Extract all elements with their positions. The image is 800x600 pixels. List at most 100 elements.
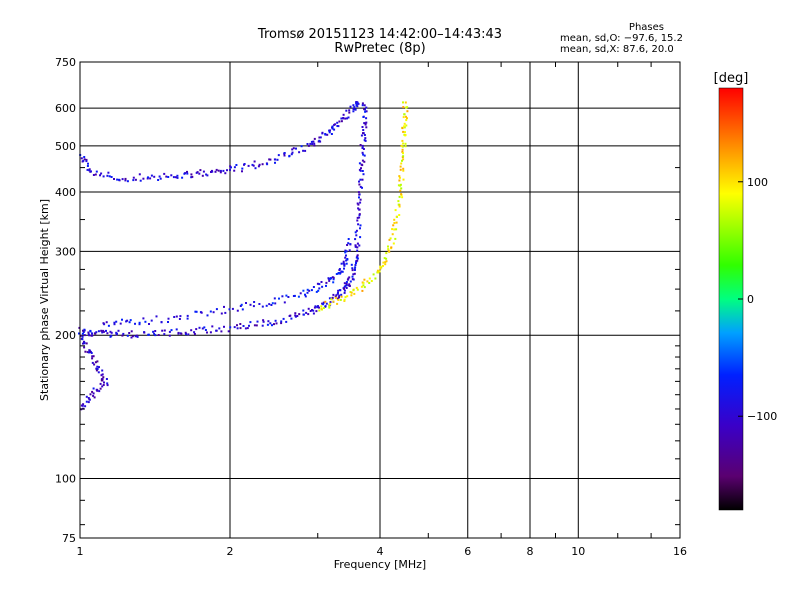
data-point [90,170,92,173]
stat-o-mode: mean, sd,O: −97.6, 15.2 [560,33,683,44]
data-point [305,311,308,314]
data-point [359,144,362,146]
data-point [313,144,316,147]
data-point [362,116,365,118]
data-point [271,302,274,305]
data-point [252,305,255,308]
data-point [287,296,290,298]
data-point [352,289,355,292]
data-point [333,128,336,131]
data-point [398,205,401,208]
data-point [190,329,193,332]
data-point [138,323,141,326]
data-point [358,208,361,211]
y-tick-label: 100 [55,473,76,486]
x-tick-label: 2 [227,545,234,558]
data-point [273,158,276,161]
data-point [382,261,385,264]
data-point [298,151,301,154]
data-point [105,321,108,324]
data-point [330,298,333,301]
data-point [318,136,321,139]
data-point [184,331,187,334]
data-point [359,178,362,181]
data-point [353,268,356,271]
data-point [329,129,331,132]
data-point [274,319,277,322]
data-point [334,296,337,299]
data-point [332,276,335,279]
data-point [167,321,169,323]
data-point [134,322,136,325]
data-point [360,134,363,137]
data-point [163,172,166,175]
data-point [355,101,358,103]
data-point [256,320,259,323]
data-point [220,330,223,333]
data-point [328,306,331,309]
data-point [126,319,129,322]
data-point [235,164,238,166]
data-point [393,218,396,221]
data-point [404,101,407,104]
data-point [283,152,286,154]
data-point [349,280,352,283]
data-point [354,266,357,269]
data-point [103,381,105,384]
data-point [352,273,355,276]
data-point [365,126,368,129]
data-point [348,283,351,286]
data-point [167,176,170,178]
data-point [262,320,265,323]
data-point [362,132,364,135]
data-point [302,313,305,316]
data-point [324,300,327,303]
data-point [110,334,113,337]
data-point [348,276,351,279]
data-point [241,167,244,170]
data-point [329,303,331,306]
data-point [399,189,402,192]
data-point [387,248,390,251]
data-point [355,256,358,259]
data-point [274,302,277,305]
data-point [307,307,310,310]
y-axis-label: Stationary phase Virtual Height [km] [38,199,51,401]
data-point [332,278,335,281]
data-point [356,249,359,252]
data-point [356,216,359,219]
data-point [356,259,359,262]
data-point [402,155,405,158]
data-point [85,400,88,403]
data-point [100,374,103,377]
data-point [92,174,95,176]
data-point [342,113,345,116]
data-point [289,314,292,317]
data-point [87,333,90,336]
data-point [253,160,256,163]
data-point [242,325,245,327]
data-point [82,342,84,345]
data-point [404,134,407,137]
data-point [86,351,89,354]
data-point [402,158,405,161]
data-point [302,149,305,152]
data-point [313,137,316,140]
data-point [336,302,339,305]
data-point [257,165,260,168]
data-point [361,146,364,149]
data-point [96,365,99,368]
y-tick-label: 750 [55,56,76,69]
data-point [97,371,100,374]
data-point [79,334,82,337]
data-point [106,382,109,385]
data-point [109,335,112,338]
data-point [343,298,346,301]
data-point [341,270,344,273]
data-point [374,277,377,280]
data-point [401,145,404,148]
data-point [102,175,105,178]
data-point [276,158,279,161]
data-point [398,175,401,178]
